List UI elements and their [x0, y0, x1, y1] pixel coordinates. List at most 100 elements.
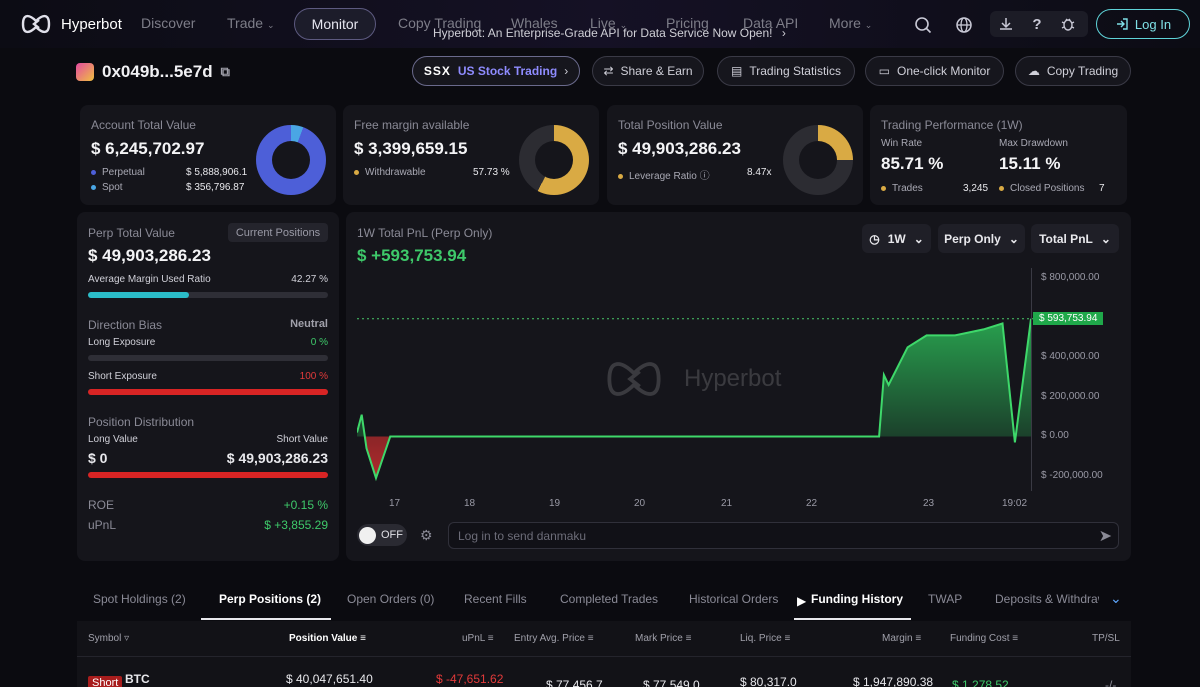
y-tick-label: $ 200,000.00: [1041, 390, 1100, 402]
login-button[interactable]: Log In: [1096, 9, 1190, 39]
avatar: [76, 63, 94, 81]
col-symbol-label: Symbol: [88, 633, 122, 644]
account-total-card: Account Total Value $ 6,245,702.97 Perpe…: [80, 105, 336, 205]
range-dropdown[interactable]: ◷ 1W ⌄: [862, 224, 931, 253]
us-stock-trading-button[interactable]: SSX US Stock Trading ›: [412, 56, 580, 86]
one-click-monitor-button[interactable]: ▭ One-click Monitor: [865, 56, 1004, 86]
row-upnl: $ -47,651.62: [436, 672, 504, 686]
perpetual-legend: Perpetual: [91, 167, 145, 178]
search-icon[interactable]: [912, 14, 934, 36]
metric-dropdown[interactable]: Total PnL ⌄: [1031, 224, 1119, 253]
tab-spot-holdings[interactable]: Spot Holdings (2): [93, 592, 186, 606]
margin-ratio-fill: [88, 292, 190, 298]
perp-filter-dropdown[interactable]: Perp Only ⌄: [938, 224, 1025, 253]
danmaku-input[interactable]: Log in to send danmaku ➤: [448, 522, 1119, 549]
tab-completed-trades[interactable]: Completed Trades: [560, 592, 659, 606]
nav-pricing[interactable]: Pricing: [666, 15, 709, 31]
short-exposure-value: 100 %: [299, 371, 328, 382]
legend-dot: [618, 173, 623, 179]
chevron-down-icon: ⌄: [619, 20, 628, 30]
col-upnl[interactable]: uPnL ≡: [462, 633, 494, 644]
help-icon[interactable]: ?: [1032, 15, 1042, 33]
col-position-value[interactable]: Position Value ≡: [289, 633, 366, 644]
tab-deposits-withdraw[interactable]: Deposits & Withdraw: [995, 592, 1099, 606]
col-entry-price[interactable]: Entry Avg. Price ≡: [514, 633, 594, 644]
tab-twap[interactable]: TWAP: [928, 592, 963, 606]
copy-trading-button[interactable]: ☁ Copy Trading: [1015, 56, 1131, 86]
row-position-value: $ 40,047,651.40: [286, 672, 373, 686]
danmaku-toggle[interactable]: OFF: [357, 524, 407, 546]
announcement-banner[interactable]: Hyperbot: An Enterprise-Grade API for Da…: [433, 26, 786, 40]
performance-label: Trading Performance (1W): [881, 118, 1023, 132]
us-stock-label: US Stock Trading: [457, 64, 558, 78]
perp-summary-panel: Perp Total Value Current Positions $ 49,…: [77, 212, 339, 561]
wallet-address-row: 0x049b...5e7d ⧉: [76, 62, 230, 82]
col-margin[interactable]: Margin ≡: [882, 633, 921, 644]
trading-performance-card: Trading Performance (1W) Win Rate 85.71 …: [870, 105, 1127, 205]
max-drawdown-value: 15.11 %: [999, 154, 1061, 173]
col-liq-price[interactable]: Liq. Price ≡: [740, 633, 790, 644]
legend-dot: [354, 169, 359, 175]
globe-icon[interactable]: [953, 14, 975, 36]
trades-label: Trades: [892, 183, 923, 194]
clock-icon: ◷: [869, 231, 880, 246]
col-entry-label: Entry Avg. Price: [514, 633, 585, 644]
trading-statistics-button[interactable]: ▤ Trading Statistics: [717, 56, 855, 86]
long-exposure-label: Long Exposure: [88, 337, 156, 348]
position-value-label: Total Position Value: [618, 118, 723, 132]
pnl-area-chart: [357, 318, 1037, 482]
perp-total-value: $ 49,903,286.23: [88, 246, 211, 265]
watermark-text: Hyperbot: [684, 365, 782, 392]
y-tick-label: $ 800,000.00: [1041, 271, 1100, 283]
download-icon[interactable]: [996, 14, 1016, 34]
pnl-chart-title: 1W Total PnL (Perp Only): [357, 226, 493, 240]
tab-perp-positions[interactable]: Perp Positions (2): [219, 592, 322, 606]
margin-donut: [519, 125, 589, 195]
tab-funding-history[interactable]: Funding History: [811, 592, 903, 606]
max-drawdown-label: Max Drawdown: [999, 138, 1068, 149]
x-tick-label: 21: [721, 498, 733, 509]
tab-open-orders[interactable]: Open Orders (0): [347, 592, 435, 606]
nav-trade[interactable]: Trade ⌄: [227, 15, 275, 31]
wallet-address: 0x049b...5e7d: [102, 62, 213, 81]
direction-bias-value: Neutral: [290, 318, 328, 330]
nav-data-api[interactable]: Data API: [743, 15, 799, 31]
short-exposure-bar: [88, 389, 328, 395]
current-positions-button[interactable]: Current Positions: [228, 223, 328, 242]
nav-monitor[interactable]: Monitor: [294, 8, 376, 40]
settings-icon[interactable]: ⚙: [420, 527, 433, 543]
send-icon[interactable]: ➤: [1098, 528, 1112, 545]
margin-ratio-label: Average Margin Used Ratio: [88, 274, 211, 285]
nav-live[interactable]: Live ⌄: [590, 15, 627, 31]
brand[interactable]: Hyperbot: [17, 10, 122, 38]
free-margin-label: Free margin available: [354, 118, 470, 132]
copy-icon[interactable]: ⧉: [220, 64, 230, 79]
col-funding-cost[interactable]: Funding Cost ≡: [950, 633, 1018, 644]
chevron-down-icon[interactable]: ⌄: [1110, 590, 1122, 606]
nav-discover[interactable]: Discover: [141, 15, 196, 31]
row-margin: $ 1,947,890.38: [853, 675, 934, 687]
position-value-card: Total Position Value $ 49,903,286.23 Lev…: [607, 105, 863, 205]
toggle-label: OFF: [381, 529, 403, 541]
upnl-value: $ +3,855.29: [264, 518, 328, 532]
perp-total-label: Perp Total Value: [88, 226, 175, 240]
short-value: $ 49,903,286.23: [226, 450, 328, 466]
tab-historical-orders[interactable]: Historical Orders: [689, 592, 779, 606]
win-rate-value: 85.71 %: [881, 154, 944, 173]
col-mark-price[interactable]: Mark Price ≡: [635, 633, 691, 644]
position-donut: [783, 125, 853, 195]
bug-icon[interactable]: [1058, 14, 1078, 34]
nav-whales[interactable]: Whales: [511, 15, 558, 31]
info-icon[interactable]: ⓘ: [699, 171, 710, 182]
range-label: 1W: [887, 231, 906, 246]
nav-more[interactable]: More ⌄: [829, 15, 872, 31]
leverage-value: 8.47x: [747, 167, 772, 178]
col-symbol[interactable]: Symbol ▿: [88, 633, 129, 644]
tab-recent-fills[interactable]: Recent Fills: [464, 592, 527, 606]
share-earn-button[interactable]: ⇄ Share & Earn: [592, 56, 704, 86]
x-tick-label: 23: [923, 498, 935, 509]
nav-copy-trading[interactable]: Copy Trading: [398, 15, 482, 31]
sort-icon: ≡: [1012, 633, 1019, 644]
filter-label: Perp Only: [944, 231, 1001, 246]
position-distribution-label: Position Distribution: [88, 415, 195, 429]
